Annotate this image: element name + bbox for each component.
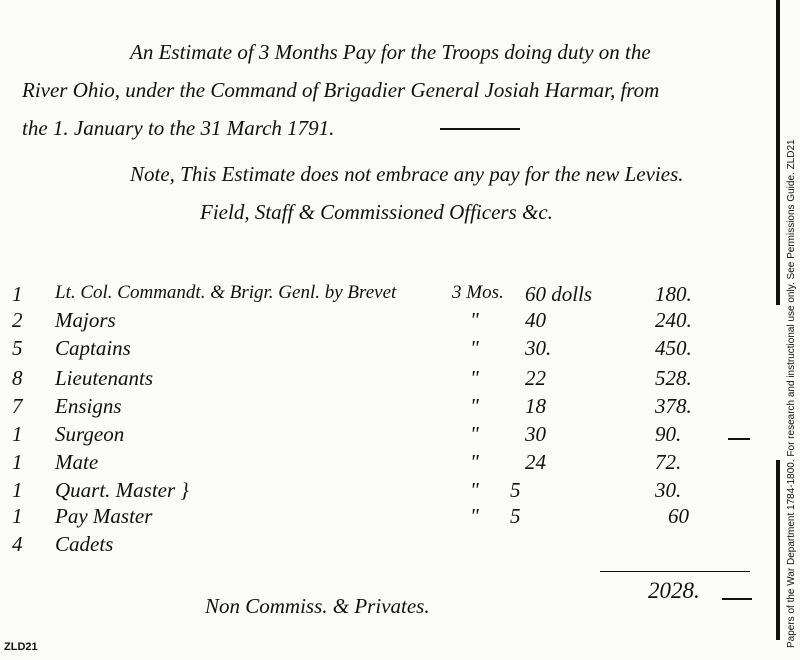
row-qty: 4 — [12, 532, 23, 556]
row-rate: 60 dolls — [525, 282, 593, 306]
heading-line-2: River Ohio, under the Command of Brigadi… — [22, 78, 660, 102]
dash-mark — [722, 598, 752, 600]
row-total: 528. — [655, 366, 692, 390]
table-row: 8 Lieutenants " 22 528. — [0, 366, 760, 392]
archive-side-notice: Papers of the War Department 1784-1800. … — [786, 139, 797, 648]
row-qty: 1 — [12, 478, 23, 502]
row-rate: 22 — [525, 366, 546, 390]
row-ditto: " — [470, 308, 479, 332]
row-qty: 7 — [12, 394, 23, 418]
row-title: Lt. Col. Commandt. & Brigr. Genl. by Bre… — [55, 282, 397, 303]
row-ditto: " — [470, 366, 479, 390]
row-title: Ensigns — [55, 394, 122, 418]
row-months: 3 Mos. — [452, 282, 504, 303]
row-title: Cadets — [55, 532, 114, 556]
row-total: 240. — [655, 308, 692, 332]
row-title: Pay Master — [55, 504, 153, 528]
table-row: 2 Majors " 40 240. — [0, 308, 760, 334]
table-row: 1 Lt. Col. Commandt. & Brigr. Genl. by B… — [0, 282, 760, 308]
row-title: Surgeon — [55, 422, 125, 446]
dash-mark — [728, 438, 750, 440]
row-rate: 5 — [510, 504, 521, 528]
row-ditto: " — [470, 394, 479, 418]
row-total: 72. — [655, 450, 682, 474]
archive-reference: ZLD21 — [4, 641, 38, 653]
footer-line: Non Commiss. & Privates. — [205, 594, 430, 618]
row-title: Lieutenants — [55, 366, 153, 390]
sum-rule — [600, 571, 750, 572]
row-total: 450. — [655, 336, 692, 360]
row-total: 180. — [655, 282, 692, 306]
note-line-2: Field, Staff & Commissioned Officers &c. — [200, 200, 553, 224]
row-title: Majors — [55, 308, 116, 332]
scan-edge-bar — [776, 460, 780, 640]
flourish-line — [440, 128, 520, 130]
row-total: 60 — [668, 504, 689, 528]
row-rate: 30 — [525, 422, 546, 446]
table-row: 1 Surgeon " 30 90. — [0, 422, 760, 448]
row-rate: 5 — [510, 478, 521, 502]
row-qty: 1 — [12, 422, 23, 446]
scan-edge-bar — [776, 0, 780, 305]
row-total: 378. — [655, 394, 692, 418]
table-row: 1 Mate " 24 72. — [0, 450, 760, 476]
row-title: Mate — [55, 450, 99, 474]
table-row: 1 Quart. Master } " 5 30. — [0, 478, 760, 504]
note-line-1: Note, This Estimate does not embrace any… — [130, 162, 684, 186]
row-qty: 1 — [12, 504, 23, 528]
row-qty: 5 — [12, 336, 23, 360]
row-total: 90. — [655, 422, 682, 446]
row-ditto: " — [470, 450, 479, 474]
row-rate: 40 — [525, 308, 546, 332]
row-qty: 1 — [12, 282, 23, 306]
table-row: 7 Ensigns " 18 378. — [0, 394, 760, 420]
table-row: 4 Cadets — [0, 532, 760, 558]
heading-line-1: An Estimate of 3 Months Pay for the Troo… — [130, 40, 651, 64]
row-title: Quart. Master } — [55, 478, 189, 502]
row-ditto: " — [470, 422, 479, 446]
row-total: 30. — [655, 478, 682, 502]
table-row: 1 Pay Master " 5 60 — [0, 504, 760, 530]
row-rate: 24 — [525, 450, 546, 474]
row-ditto: " — [470, 478, 479, 502]
table-row: 5 Captains " 30. 450. — [0, 336, 760, 362]
row-rate: 18 — [525, 394, 546, 418]
row-rate: 30. — [525, 336, 552, 360]
row-qty: 8 — [12, 366, 23, 390]
row-ditto: " — [470, 336, 479, 360]
row-ditto: " — [470, 504, 479, 528]
row-title: Captains — [55, 336, 131, 360]
sum-total: 2028. — [648, 578, 700, 603]
heading-line-3: the 1. January to the 31 March 1791. — [22, 116, 335, 140]
row-qty: 2 — [12, 308, 23, 332]
row-qty: 1 — [12, 450, 23, 474]
